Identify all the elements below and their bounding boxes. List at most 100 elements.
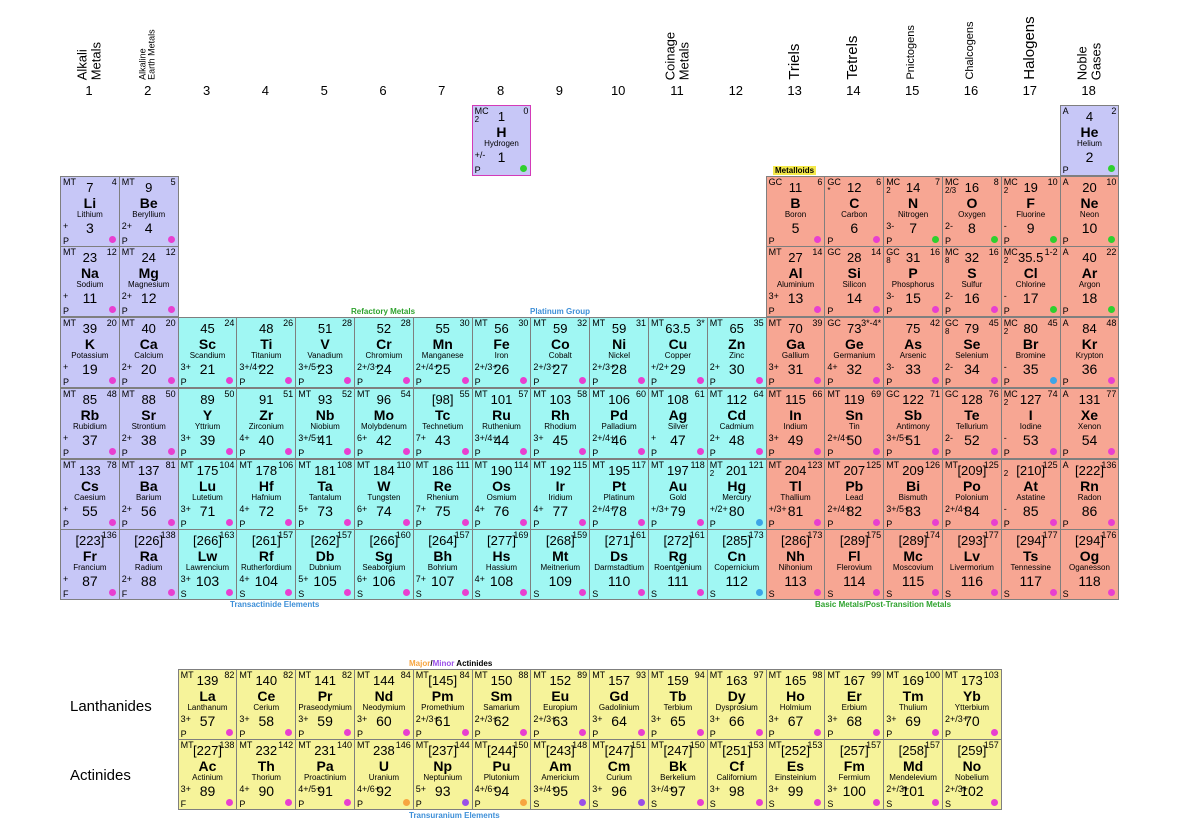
element-cell-ga[interactable]: MT 39 70 Ga Gallium 3+ 31 P (765, 317, 826, 388)
element-cell-tl[interactable]: MT 123 204 Tl Thallium +/3+ 81 P (765, 459, 826, 530)
element-cell-nb[interactable]: MT 52 93 Nb Niobium 3+/5+ 41 P (295, 388, 355, 459)
element-cell-yb[interactable]: MT 103 173 Yb Ytterbium 2+/3+ 70 P (942, 669, 1002, 740)
element-cell-ac[interactable]: MT 138 [227] Ac Actinium 3+ 89 F (177, 739, 238, 810)
element-cell-ts[interactable]: 177 [294] Ts Tennessine 117 S (1000, 529, 1061, 600)
element-cell-cl[interactable]: MC 2 1-2 35.5 Cl Chlorine - 17 P (1000, 246, 1061, 317)
element-cell-fl[interactable]: 175 [289] Fl Flerovium 114 S (824, 529, 885, 600)
element-cell-ra[interactable]: 138 [226] Ra Radium 2+ 88 F (118, 529, 179, 600)
element-cell-pa[interactable]: MT 140 231 Pa Proactinium 4+/5+ 91 P (295, 739, 355, 810)
element-cell-ag[interactable]: MT 61 108 Ag Silver +47 P (648, 388, 708, 459)
element-cell-ce[interactable]: MT 82 140 Ce Cerium 3+ 58 P (236, 669, 297, 740)
element-cell-pt[interactable]: MT 117 195 Pt Platinum 2+/4+ 78 P (589, 459, 649, 530)
element-cell-cn[interactable]: 173 [285] Cn Copernicium 112 S (706, 529, 767, 600)
element-cell-ta[interactable]: MT 108 181 Ta Tantalum 5+ 73 P (295, 459, 355, 530)
element-cell-ho[interactable]: MT 98 165 Ho Holmium 3+ 67 P (765, 669, 826, 740)
element-cell-rg[interactable]: 161 [272] Rg Roentgenium 111 S (648, 529, 708, 600)
element-cell-lv[interactable]: 177 [293] Lv Livermorium 116 S (942, 529, 1002, 600)
element-cell-no[interactable]: 157 [259] No Nobelium 2+/3+ 102 S (942, 739, 1002, 810)
element-cell-co[interactable]: MT 32 59 Co Cobalt 2+/3+ 27 P (530, 317, 591, 388)
element-cell-v[interactable]: 28 51 V Vanadium 3+/5+ 23 P (295, 317, 355, 388)
element-cell-xe[interactable]: A 77 131 Xe Xenon 54 P (1059, 388, 1120, 459)
element-cell-lw[interactable]: 163 [266] Lw Lawrencium 3+ 103 S (177, 529, 238, 600)
element-cell-zn[interactable]: MT 35 65 Zn Zinc 2+ 30 P (706, 317, 767, 388)
element-cell-at[interactable]: 2 125 [210] At Astatine - 85 P (1000, 459, 1061, 530)
element-cell-fm[interactable]: 157 [257] Fm Fermium 3+ 100 S (824, 739, 885, 810)
element-cell-zr[interactable]: 51 91 Zr Zirconium 4+ 40 P (236, 388, 297, 459)
element-cell-n[interactable]: MC 2 7 14 N Nitrogen 3- 7 P (883, 176, 943, 247)
element-cell-rb[interactable]: MT 48 85 Rb Rubidium +37 P (60, 388, 120, 459)
element-cell-bi[interactable]: MT 126 209 Bi Bismuth 3+/5+ 83 P (883, 459, 943, 530)
element-cell-mo[interactable]: MT 54 96 Mo Molybdenum 6+ 42 P (354, 388, 414, 459)
element-cell-hf[interactable]: MT 106 178 Hf Hafnium 4+ 72 P (236, 459, 297, 530)
element-cell-cr[interactable]: 28 52 Cr Chromium 2+/3+ 24 P (354, 317, 414, 388)
element-cell-rf[interactable]: 157 [261] Rf Rutherfordium 4+ 104 S (236, 529, 297, 600)
element-cell-sc[interactable]: 24 45 Sc Scandium 3+ 21 P (177, 317, 238, 388)
element-cell-mc[interactable]: 174 [289] Mc Moscovium 115 S (883, 529, 943, 600)
element-cell-po[interactable]: MT 125 [209] Po Polonium 2+/4+ 84 P (942, 459, 1002, 530)
element-cell-in[interactable]: MT 66 115 In Indium 3+ 49 P (765, 388, 826, 459)
element-cell-p[interactable]: GC 8 16 31 P Phosphorus 3- 15 P (883, 246, 943, 317)
element-cell-tm[interactable]: MT 100 169 Tm Thulium 3+ 69 P (883, 669, 943, 740)
element-cell-fr[interactable]: 136 [223] Fr Francium +87 F (60, 529, 120, 600)
element-cell-o[interactable]: MC 2/3 8 16 O Oxygen 2- 8 P (942, 176, 1002, 247)
element-cell-np[interactable]: MT 144 [237] Np Neptunium 5+ 93 P (412, 739, 473, 810)
element-cell-nh[interactable]: 173 [286] Nh Nihonium 113 S (765, 529, 826, 600)
element-cell-mn[interactable]: 30 55 Mn Manganese 2+/4+ 25 P (412, 317, 473, 388)
element-cell-rh[interactable]: MT 58 103 Rh Rhodium 3+ 45 P (530, 388, 591, 459)
element-cell-i[interactable]: MC 2 74 127 I Iodine - 53 P (1000, 388, 1061, 459)
element-cell-th[interactable]: MT 142 232 Th Thorium 4+ 90 P (236, 739, 297, 810)
element-cell-kr[interactable]: A 48 84 Kr Krypton 36 P (1059, 317, 1120, 388)
element-cell-sn[interactable]: MT 69 119 Sn Tin 2+/4+ 50 P (824, 388, 885, 459)
element-cell-es[interactable]: MT 153 [252] Es Einsteinium 3+ 99 S (765, 739, 826, 810)
element-cell-ge[interactable]: GC 3*-4* 73 Ge Germanium 4+ 32 P (824, 317, 885, 388)
element-cell-na[interactable]: MT 12 23 Na Sodium +11 P (60, 246, 120, 317)
element-cell-k[interactable]: MT 20 39 K Potassium +19 P (60, 317, 120, 388)
element-cell-bk[interactable]: MT 150 [247] Bk Berkelium 3+/4+ 97 S (648, 739, 708, 810)
element-cell-ti[interactable]: 26 48 Ti Titanium 3+/4+ 22 P (236, 317, 297, 388)
element-cell-sm[interactable]: MT 88 150 Sm Samarium 2+/3+ 62 P (471, 669, 532, 740)
element-cell-tc[interactable]: 55 [98] Tc Technetium 7+ 43 P (412, 388, 473, 459)
element-cell-ca[interactable]: MT 20 40 Ca Calcium 2+ 20 P (118, 317, 179, 388)
element-cell-pd[interactable]: MT 60 106 Pd Palladium 2+/4+ 46 P (589, 388, 649, 459)
element-cell-s[interactable]: MC 8 16 32 S Sulfur 2- 16 P (942, 246, 1002, 317)
element-cell-li[interactable]: MT 4 7 Li Lithium +3 P (60, 176, 120, 247)
element-cell-se[interactable]: GC 8 45 79 Se Selenium 2- 34 P (942, 317, 1002, 388)
element-cell-pb[interactable]: MT 125 207 Pb Lead 2+/4+ 82 P (824, 459, 885, 530)
element-cell-db[interactable]: 157 [262] Db Dubnium 5+ 105 S (295, 529, 355, 600)
element-cell-b[interactable]: GC 6 11 B Boron 5 P (765, 176, 826, 247)
element-cell-he[interactable]: A 2 4 He Helium 2 P (1059, 105, 1120, 176)
element-cell-ar[interactable]: A 22 40 Ar Argon 18 P (1059, 246, 1120, 317)
element-cell-y[interactable]: 50 89 Y Yttrium 3+ 39 P (177, 388, 238, 459)
element-cell-cf[interactable]: MT 153 [251] Cf Californium 3+ 98 S (706, 739, 767, 810)
element-cell-pr[interactable]: MT 82 141 Pr Praseodymium 3+ 59 P (295, 669, 355, 740)
element-cell-f[interactable]: MC 2 10 19 F Fluorine - 9 P (1000, 176, 1061, 247)
element-cell-sr[interactable]: MT 50 88 Sr Strontium 2+ 38 P (118, 388, 179, 459)
element-cell-md[interactable]: 157 [258] Md Mendelevium 2+/3+ 101 S (883, 739, 943, 810)
element-cell-cs[interactable]: MT 78 133 Cs Caesium +55 P (60, 459, 120, 530)
element-cell-sb[interactable]: GC 71 122 Sb Antimony 3+/5+ 51 P (883, 388, 943, 459)
element-cell-tb[interactable]: MT 94 159 Tb Terbium 3+ 65 P (648, 669, 708, 740)
element-cell-h[interactable]: MC 2 0 1 H Hydrogen +/- 1 P (471, 105, 532, 176)
element-cell-er[interactable]: MT 99 167 Er Erbium 3+ 68 P (824, 669, 885, 740)
element-cell-ba[interactable]: MT 81 137 Ba Barium 2+ 56 P (118, 459, 179, 530)
element-cell-ne[interactable]: A 10 20 Ne Neon 10 P (1059, 176, 1120, 247)
element-cell-cu[interactable]: MT 3* 63.5 Cu Copper +/2+ 29 P (648, 317, 708, 388)
element-cell-mt[interactable]: 159 [268] Mt Meitnerium 109 S (530, 529, 591, 600)
element-cell-c[interactable]: GC * 6 12 C Carbon 6 P (824, 176, 885, 247)
element-cell-cm[interactable]: MT 151 [247] Cm Curium 3+ 96 S (589, 739, 649, 810)
element-cell-gd[interactable]: MT 93 157 Gd Gadolinium 3+ 64 P (589, 669, 649, 740)
element-cell-fe[interactable]: MT 30 56 Fe Iron 2+/3+ 26 P (471, 317, 532, 388)
element-cell-te[interactable]: GC 76 128 Te Tellurium 2- 52 P (942, 388, 1002, 459)
element-cell-ir[interactable]: MT 115 192 Ir Iridium 4+ 77 P (530, 459, 591, 530)
element-cell-ni[interactable]: MT 31 59 Ni Nickel 2+/3+ 28 P (589, 317, 649, 388)
element-cell-re[interactable]: MT 111 186 Re Rhenium 7+ 75 P (412, 459, 473, 530)
element-cell-si[interactable]: GC 14 28 Si Silicon 14 P (824, 246, 885, 317)
element-cell-w[interactable]: MT 110 184 W Tungsten 6+ 74 P (354, 459, 414, 530)
element-cell-al[interactable]: MT 14 27 Al Aluminium 3+ 13 P (765, 246, 826, 317)
element-cell-nd[interactable]: MT 84 144 Nd Neodymium 3+ 60 P (354, 669, 414, 740)
element-cell-ru[interactable]: MT 57 101 Ru Ruthenium 3+/4+ 44 P (471, 388, 532, 459)
element-cell-bh[interactable]: 157 [264] Bh Bohrium 7+ 107 S (412, 529, 473, 600)
element-cell-pu[interactable]: MT 150 [244] Pu Plutonium 4+/6+ 94 P (471, 739, 532, 810)
element-cell-cd[interactable]: MT 64 112 Cd Cadmium 2+ 48 P (706, 388, 767, 459)
element-cell-dy[interactable]: MT 97 163 Dy Dysprosium 3+ 66 P (706, 669, 767, 740)
